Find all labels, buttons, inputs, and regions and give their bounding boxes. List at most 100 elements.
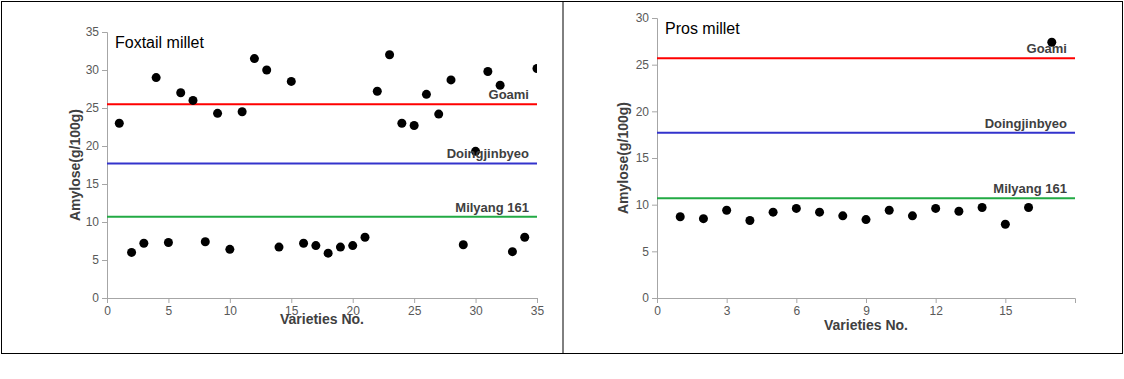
x-axis-title: Varieties No. (280, 311, 364, 327)
point (176, 88, 185, 97)
tick-mark (102, 184, 107, 185)
tick: 35 (531, 298, 545, 318)
reference-label: Goami (489, 87, 529, 102)
point (908, 211, 917, 220)
tick-label: 20 (636, 105, 650, 119)
chart: 0510152025303505101520253035GoamiDoingji… (67, 25, 544, 327)
tick-label: 30 (636, 11, 650, 25)
point (324, 249, 333, 258)
tick-label: 35 (531, 304, 545, 318)
reference-label: Goami (1027, 41, 1067, 56)
tick-mark (291, 298, 292, 303)
point (885, 206, 894, 215)
tick: 5 (642, 245, 657, 259)
tick: 0 (104, 298, 111, 318)
reference-line (657, 132, 1075, 134)
point (745, 216, 754, 225)
point (164, 238, 173, 247)
reference-label: Doingjinbyeo (985, 116, 1067, 131)
point (954, 207, 963, 216)
tick: 20 (636, 105, 657, 119)
tick-label: 10 (224, 304, 238, 318)
point (152, 73, 161, 82)
point (348, 241, 357, 250)
tick-label: 25 (86, 101, 100, 115)
tick: 15 (636, 151, 657, 165)
point (127, 248, 136, 257)
chart-title: Pros millet (665, 20, 740, 37)
tick: 20 (86, 139, 107, 153)
tick-mark (652, 111, 657, 112)
tick-mark (102, 222, 107, 223)
point (336, 243, 345, 252)
tick-mark (866, 298, 867, 303)
tick-mark (1005, 298, 1006, 303)
tick-label: 0 (642, 291, 649, 305)
reference-line (107, 103, 537, 105)
reference-label: Doingjinbyeo (447, 146, 529, 161)
tick-mark (652, 158, 657, 159)
tick: 10 (86, 215, 107, 229)
point (931, 204, 940, 213)
tick-mark (652, 18, 657, 19)
tick-mark (936, 298, 937, 303)
tick-mark (168, 298, 169, 303)
tick-label: 35 (86, 25, 100, 39)
point (722, 206, 731, 215)
tick: 15 (86, 177, 107, 191)
tick: 10 (224, 298, 238, 318)
tick-mark (102, 146, 107, 147)
point (275, 243, 284, 252)
point (361, 233, 370, 242)
tick-label: 0 (654, 304, 661, 318)
point (838, 211, 847, 220)
tick-mark (727, 298, 728, 303)
tick-mark (102, 260, 107, 261)
point (483, 67, 492, 76)
tick-label: 10 (86, 215, 100, 229)
tick-mark (102, 298, 107, 299)
tick: 5 (166, 298, 173, 318)
point (533, 64, 538, 73)
axis-line (102, 33, 108, 299)
chart: 03691215051015202530GoamiDoingjinbyeoMil… (615, 11, 1076, 333)
tick-label: 10 (636, 198, 650, 212)
point (862, 215, 871, 224)
tick: 25 (408, 298, 422, 318)
tick-mark (476, 298, 477, 303)
point (520, 233, 529, 242)
tick: 9 (863, 298, 870, 318)
point (287, 77, 296, 86)
point (978, 203, 987, 212)
tick-mark (230, 298, 231, 303)
point (115, 119, 124, 128)
point (238, 107, 247, 116)
point (815, 208, 824, 217)
tick: 10 (636, 198, 657, 212)
tick: 30 (469, 298, 483, 318)
tick: 5 (92, 253, 107, 267)
plot-area (657, 38, 1075, 229)
tick-label: 6 (793, 304, 800, 318)
tick-label: 5 (92, 253, 99, 267)
point (225, 245, 234, 254)
tick: 6 (793, 298, 800, 318)
point (385, 50, 394, 59)
tick: 30 (636, 11, 657, 25)
tick: 12 (929, 298, 943, 318)
figure: 0510152025303505101520253035GoamiDoingji… (0, 0, 1124, 379)
tick: 25 (86, 101, 107, 115)
point (311, 241, 320, 250)
tick-label: 30 (469, 304, 483, 318)
point (139, 239, 148, 248)
reference-line (657, 57, 1075, 59)
tick-mark (414, 298, 415, 303)
tick: 15 (999, 298, 1013, 318)
tick: 35 (86, 25, 107, 39)
axis-line (658, 299, 1076, 304)
tick: 3 (724, 298, 731, 318)
tick-mark (102, 70, 107, 71)
tick-mark (652, 205, 657, 206)
x-axis-title: Varieties No. (824, 317, 908, 333)
reference-label: Milyang 161 (993, 181, 1067, 196)
